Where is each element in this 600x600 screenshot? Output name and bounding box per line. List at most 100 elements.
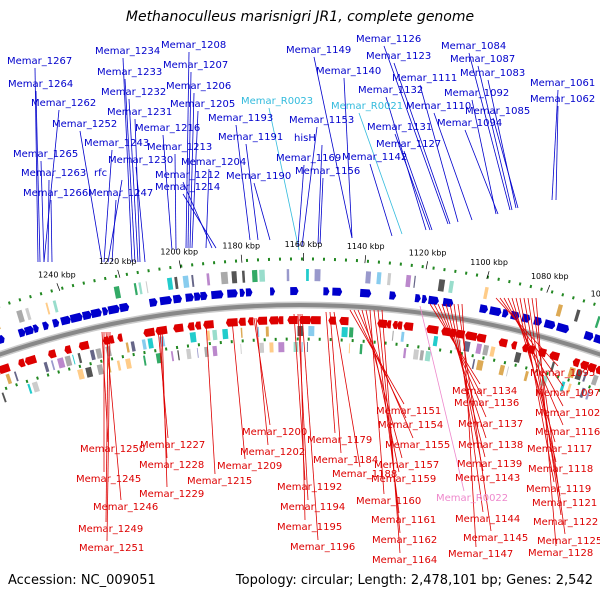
reverse-gene [396,321,403,330]
reverse-gene [392,320,398,330]
forward-gene [23,325,34,336]
forward-gene-label: Memar_1233 [97,67,162,78]
leader-line [464,129,499,215]
leader-line [477,65,513,211]
reverse-feature-block [400,331,405,342]
forward-feature-block [314,269,321,282]
forward-gene-label: Memar_1191 [218,132,283,143]
reverse-gene-label: Memar_1179 [307,435,372,446]
reverse-feature-block [147,338,154,349]
forward-gene-label: Memar_1092 [444,88,509,99]
forward-gene-label: Memar_1169 [276,153,341,164]
leader-line [531,297,566,535]
leader-line [187,71,192,249]
reverse-gene [299,316,311,325]
tick-mark [486,271,490,280]
reverse-gene [522,343,529,353]
reverse-gene-label: Memar_1227 [140,440,205,451]
forward-gene-label: Memar_1132 [358,85,423,96]
forward-feature-block [220,271,229,285]
reverse-gene-label: Memar_1184 [313,455,378,466]
reverse-feature-block [498,364,506,376]
reverse-gene-label: Memar_1192 [277,482,342,493]
forward-gene-label: Memar_1231 [107,107,172,118]
forward-gene-label: Memar_1230 [108,155,173,166]
reverse-feature-block [72,354,76,365]
reverse-gene-label: Memar_1154 [378,420,443,431]
reverse-gene-label: Memar_1095 [530,368,595,379]
reverse-gene [187,322,195,331]
forward-gene-label: Memar_1207 [163,60,228,71]
forward-gene [501,309,509,318]
forward-gene [593,334,600,344]
forward-gene [69,312,83,323]
forward-gene [489,306,502,317]
reverse-gene-label: Memar_1188 [332,469,397,480]
reverse-feature-block [566,383,572,394]
reverse-feature-block [559,381,566,392]
forward-feature-block [306,269,309,281]
reverse-gene-label: Memar_R0022 [436,493,508,504]
forward-feature-block [286,269,290,282]
reverse-feature-block [95,348,103,359]
leader-line [47,179,50,263]
leader-line [468,52,511,211]
reverse-gene [0,372,1,375]
reverse-gene-label: Memar_1122 [533,517,598,528]
forward-gene-label: Memar_1264 [8,79,73,90]
tick-label: 1180 kbp [222,242,260,251]
leader-line [492,117,519,209]
leader-line [383,45,449,225]
reverse-gene-label: Memar_1246 [93,502,158,513]
forward-gene-label: Memar_1083 [460,68,525,79]
reverse-gene [309,316,321,325]
leader-line [106,331,111,542]
forward-gene [90,308,102,319]
reverse-gene-label: Memar_1134 [452,386,517,397]
forward-gene-label: Memar_1085 [465,106,530,117]
leader-line [253,317,271,426]
reverse-gene [595,365,600,375]
forward-gene-label: Memar_1193 [208,113,273,124]
leader-line [329,311,342,454]
forward-gene-label: Memar_1156 [295,166,360,177]
tick-label: 1080 kbp [531,272,569,281]
forward-gene-label: rfc [94,168,107,179]
leader-line [161,327,168,488]
forward-gene-label: Memar_1247 [88,188,153,199]
reverse-feature-block [269,342,274,353]
reverse-gene-label: Memar_1215 [187,476,252,487]
reverse-gene-label: Memar_1251 [79,543,144,554]
reverse-gene-label: Memar_1157 [374,460,439,471]
leader-line [297,164,305,247]
forward-gene [227,289,238,298]
forward-gene-label: Memar_1208 [161,40,226,51]
reverse-gene-label: Memar_1144 [455,514,520,525]
tick-label: 1160 kbp [285,240,323,249]
leader-line [325,311,336,434]
leader-line [79,130,103,263]
forward-gene-label: Memar_1110 [406,101,471,112]
forward-gene [521,313,531,323]
reverse-gene-label: Memar_1117 [527,444,592,455]
leader-line [377,309,401,534]
forward-gene [556,322,569,334]
leader-line [297,313,309,501]
reverse-feature-block [359,344,363,355]
leader-line [393,62,451,225]
map-title: Methanoculleus marisnigri JR1, complete … [125,9,475,25]
reverse-gene [173,323,184,333]
reverse-gene [572,358,581,368]
forward-gene-label: Memar_1062 [530,94,595,105]
reverse-gene [25,354,38,366]
reverse-gene-label: Memar_1161 [371,515,436,526]
reverse-gene [247,317,254,326]
forward-feature-block [0,326,1,330]
reverse-feature-block [482,344,490,356]
forward-gene-label: Memar_1234 [95,46,160,57]
forward-gene [414,294,421,303]
reverse-feature-block [27,383,33,394]
reverse-gene-label: Memar_1202 [240,447,305,458]
tick-mark [117,269,121,278]
tick-mark [425,261,428,270]
